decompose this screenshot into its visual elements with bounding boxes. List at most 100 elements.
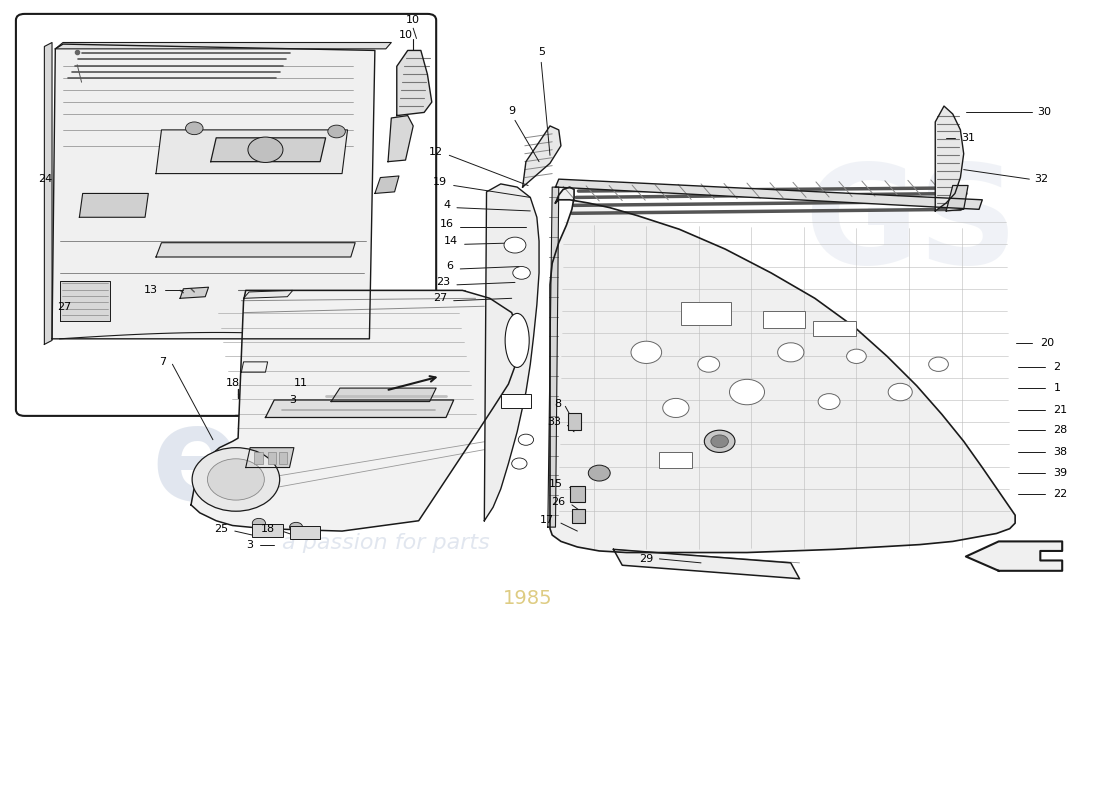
Text: 22: 22 xyxy=(1054,489,1068,498)
Polygon shape xyxy=(397,50,432,115)
Text: 31: 31 xyxy=(961,133,976,143)
Circle shape xyxy=(888,383,912,401)
Text: 39: 39 xyxy=(1054,468,1068,478)
Text: a passion for parts: a passion for parts xyxy=(282,533,490,553)
Circle shape xyxy=(818,394,840,410)
Circle shape xyxy=(847,349,867,363)
Text: 4: 4 xyxy=(443,199,450,210)
Text: 25: 25 xyxy=(214,524,228,534)
Bar xyxy=(252,524,283,537)
Text: 32: 32 xyxy=(1034,174,1048,184)
Circle shape xyxy=(729,379,764,405)
Polygon shape xyxy=(243,290,293,298)
Bar xyxy=(681,302,730,325)
Bar xyxy=(813,321,857,337)
Polygon shape xyxy=(548,187,559,527)
Text: 10: 10 xyxy=(406,15,420,25)
Text: 23: 23 xyxy=(437,277,450,286)
Text: 1: 1 xyxy=(1054,383,1060,393)
Text: 19: 19 xyxy=(433,178,447,187)
Polygon shape xyxy=(79,194,148,218)
Circle shape xyxy=(513,266,530,279)
Polygon shape xyxy=(180,287,209,298)
Circle shape xyxy=(512,458,527,469)
Bar xyxy=(570,486,585,502)
Circle shape xyxy=(518,434,534,446)
Text: 27: 27 xyxy=(57,302,72,312)
Circle shape xyxy=(252,518,265,528)
Text: 20: 20 xyxy=(1041,338,1055,348)
Circle shape xyxy=(778,342,804,362)
Polygon shape xyxy=(331,388,437,402)
Text: 28: 28 xyxy=(1054,425,1068,435)
Text: 30: 30 xyxy=(1037,107,1050,118)
Text: 3: 3 xyxy=(289,395,296,405)
Polygon shape xyxy=(156,130,348,174)
Text: 5: 5 xyxy=(538,46,544,57)
Circle shape xyxy=(588,465,610,481)
Polygon shape xyxy=(191,290,519,531)
Bar xyxy=(500,394,531,408)
Polygon shape xyxy=(935,106,964,211)
Polygon shape xyxy=(245,448,294,467)
Text: 14: 14 xyxy=(444,236,458,246)
Text: 18: 18 xyxy=(226,378,240,387)
Circle shape xyxy=(192,448,279,511)
Polygon shape xyxy=(388,115,414,162)
Text: 24: 24 xyxy=(37,174,52,184)
Polygon shape xyxy=(522,126,561,187)
Circle shape xyxy=(711,435,728,448)
Bar xyxy=(659,452,692,467)
Polygon shape xyxy=(59,281,110,321)
Text: 18: 18 xyxy=(261,524,275,534)
Bar xyxy=(254,453,263,463)
Circle shape xyxy=(248,137,283,162)
Polygon shape xyxy=(241,362,267,372)
Text: 11: 11 xyxy=(294,378,308,387)
Text: 1985: 1985 xyxy=(504,589,553,608)
Bar xyxy=(289,526,320,539)
Text: 13: 13 xyxy=(144,286,158,295)
Bar xyxy=(763,311,805,329)
Text: 10: 10 xyxy=(398,30,412,39)
Text: eu: eu xyxy=(152,400,336,527)
Polygon shape xyxy=(55,42,392,49)
Circle shape xyxy=(504,237,526,253)
Bar xyxy=(568,413,581,430)
Bar xyxy=(278,453,287,463)
Circle shape xyxy=(704,430,735,453)
Text: 29: 29 xyxy=(639,554,653,564)
Text: 9: 9 xyxy=(508,106,515,115)
Polygon shape xyxy=(946,186,968,211)
Text: 6: 6 xyxy=(447,261,453,270)
Circle shape xyxy=(631,342,661,363)
Text: 16: 16 xyxy=(440,218,453,229)
Text: 33: 33 xyxy=(547,418,561,427)
Circle shape xyxy=(208,458,264,500)
Polygon shape xyxy=(211,138,326,162)
Ellipse shape xyxy=(505,314,529,367)
Polygon shape xyxy=(52,44,375,339)
Polygon shape xyxy=(44,42,52,344)
Text: 8: 8 xyxy=(553,399,561,409)
Text: 17: 17 xyxy=(540,515,554,525)
Text: 27: 27 xyxy=(433,293,447,302)
Polygon shape xyxy=(966,542,1063,571)
Polygon shape xyxy=(156,242,355,257)
Polygon shape xyxy=(556,179,982,210)
Circle shape xyxy=(697,356,719,372)
Polygon shape xyxy=(484,184,539,521)
Circle shape xyxy=(289,522,302,532)
Polygon shape xyxy=(265,400,453,418)
Bar xyxy=(572,509,585,523)
Circle shape xyxy=(328,125,345,138)
Text: 38: 38 xyxy=(1054,446,1068,457)
Text: 26: 26 xyxy=(551,497,565,506)
Circle shape xyxy=(928,357,948,371)
Bar xyxy=(267,453,276,463)
Text: 21: 21 xyxy=(1054,405,1068,414)
Polygon shape xyxy=(614,550,800,578)
Text: 2: 2 xyxy=(1054,362,1060,372)
Text: GS: GS xyxy=(804,158,1019,293)
Circle shape xyxy=(662,398,689,418)
